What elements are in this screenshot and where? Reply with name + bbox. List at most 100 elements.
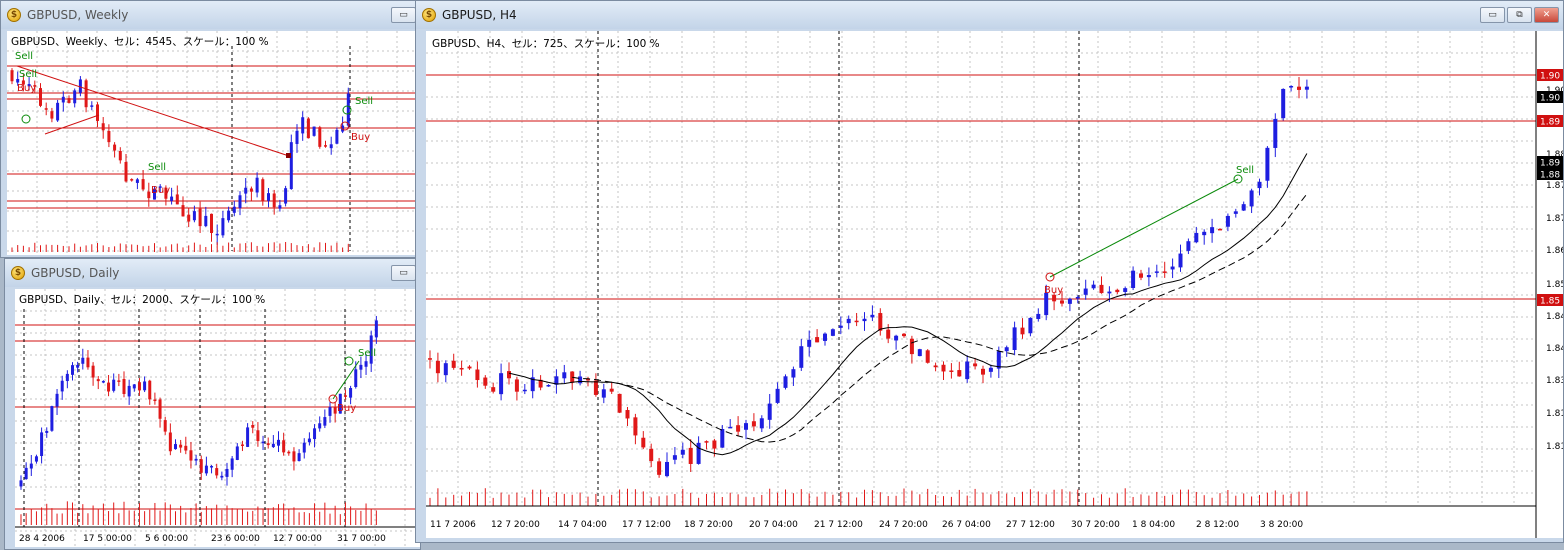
weekly-candle — [101, 123, 105, 131]
weekly-candle — [141, 179, 145, 190]
h4-candle — [1170, 266, 1175, 270]
h4-candle — [1091, 284, 1096, 289]
daily-candle — [60, 380, 64, 392]
h4-candle — [475, 369, 480, 381]
h4-candle — [578, 376, 583, 384]
daily-candle — [143, 381, 147, 391]
weekly-candle — [153, 188, 156, 200]
h4-y-tick-label: 1.84 — [1546, 344, 1563, 354]
h4-chart-svg: GBPUSD、H4、セル：725、スケール：100 % Buy Sell 11 7 2… — [426, 31, 1563, 538]
weekly-candle — [295, 130, 299, 144]
weekly-candle — [227, 210, 231, 221]
daily-candle — [240, 444, 244, 446]
h4-candle — [1249, 190, 1254, 207]
daily-candle — [307, 438, 311, 443]
h4-candle — [1028, 317, 1033, 334]
h4-candle — [1273, 118, 1278, 148]
weekly-signal-label: Sell — [15, 51, 33, 62]
daily-candle — [71, 365, 74, 375]
daily-chart-window[interactable]: $ GBPUSD, Daily ▭ GBPUSD、Daily、セル：2000、ス… — [4, 258, 421, 550]
daily-x-tick-label: 31 7 00:00 — [337, 534, 386, 544]
weekly-candle — [267, 193, 270, 201]
weekly-candle — [261, 179, 265, 202]
h4-candle — [1257, 181, 1262, 189]
h4-candle — [1036, 313, 1041, 320]
weekly-candle — [210, 213, 213, 233]
h4-x-tick-label: 21 7 12:00 — [814, 520, 863, 530]
daily-title-bar[interactable]: $ GBPUSD, Daily ▭ — [5, 259, 420, 287]
h4-candle — [1241, 204, 1246, 211]
h4-candle — [1139, 273, 1143, 278]
daily-candle — [40, 432, 44, 456]
h4-candle — [593, 380, 598, 395]
h4-candle — [530, 377, 535, 392]
h4-restore-button[interactable]: ⧉ — [1507, 7, 1532, 23]
h4-candle — [1225, 215, 1230, 227]
weekly-candle — [130, 179, 134, 181]
h4-close-button[interactable]: ✕ — [1534, 7, 1559, 23]
daily-candle — [251, 425, 255, 428]
daily-candle — [313, 428, 317, 440]
weekly-signal-label: Sell — [355, 96, 373, 107]
h4-candle — [1067, 298, 1072, 304]
h4-y-tick-label: 1.88 — [1546, 150, 1563, 160]
daily-candle — [179, 444, 183, 448]
h4-chart-window[interactable]: $ GBPUSD, H4 ▭ ⧉ ✕ GBPUSD、H4、セル：725、スケール… — [415, 0, 1564, 543]
daily-candle — [132, 384, 136, 389]
weekly-signal-label: Sell — [148, 162, 166, 173]
h4-candle — [712, 440, 717, 449]
h4-signal-marker — [1233, 174, 1243, 184]
weekly-candle — [198, 208, 202, 227]
h4-candle — [807, 339, 812, 347]
h4-candle — [1004, 347, 1009, 352]
h4-price-box-label: 1.88 — [1540, 171, 1560, 181]
daily-chart-canvas[interactable]: GBPUSD、Daily、セル：2000、スケール：100 % Sell Buy 28… — [15, 289, 420, 547]
weekly-chart-window[interactable]: $ GBPUSD, Weekly ▭ GBPUSD、Weekly、セル：4545… — [0, 0, 421, 258]
h4-candle — [728, 426, 733, 429]
weekly-title-bar[interactable]: $ GBPUSD, Weekly ▭ — [1, 1, 420, 29]
daily-maximize-button[interactable]: ▭ — [391, 265, 416, 281]
h4-minimize-button[interactable]: ▭ — [1480, 7, 1505, 23]
h4-candle — [1218, 228, 1222, 231]
weekly-candle — [289, 142, 293, 190]
weekly-candle — [67, 98, 71, 103]
h4-candle — [744, 423, 748, 430]
h4-price-box — [1537, 294, 1563, 306]
daily-candle — [333, 406, 337, 414]
weekly-candle — [113, 144, 117, 151]
h4-candle — [1194, 232, 1199, 243]
h4-title-bar[interactable]: $ GBPUSD, H4 ▭ ⧉ ✕ — [416, 1, 1563, 29]
daily-candle — [50, 406, 54, 431]
h4-candle — [1131, 270, 1136, 288]
h4-y-tick-label: 1.85 — [1546, 280, 1563, 290]
h4-x-tick-label: 17 7 12:00 — [622, 520, 671, 530]
weekly-maximize-button[interactable]: ▭ — [391, 7, 416, 23]
h4-candle — [1123, 288, 1128, 292]
h4-candle — [1107, 291, 1112, 294]
h4-candle — [696, 442, 701, 464]
weekly-chart-svg: GBPUSD、Weekly、セル：4545、スケール：100 % Sell Sell… — [7, 31, 416, 255]
weekly-chart-canvas[interactable]: GBPUSD、Weekly、セル：4545、スケール：100 % Sell Sell… — [7, 31, 416, 255]
h4-candle — [862, 318, 867, 322]
h4-price-box-label: 1.90 — [1540, 94, 1560, 104]
weekly-trend-end-marker — [286, 153, 291, 158]
h4-signal-label: Buy — [1044, 285, 1063, 296]
daily-candle — [76, 364, 80, 368]
h4-candle — [538, 379, 543, 388]
weekly-candle — [56, 102, 60, 121]
h4-candle — [491, 387, 496, 392]
weekly-window-title: GBPUSD, Weekly — [27, 8, 129, 22]
h4-candle — [909, 338, 914, 355]
weekly-candle — [27, 84, 31, 87]
daily-candle — [112, 379, 116, 391]
h4-chart-canvas[interactable]: GBPUSD、H4、セル：725、スケール：100 % Buy Sell 11 7 2… — [426, 31, 1563, 538]
weekly-signal-label: Buy — [351, 132, 370, 143]
weekly-candle — [33, 85, 37, 87]
h4-candle — [1233, 211, 1238, 214]
h4-x-tick-label: 14 7 04:00 — [558, 520, 607, 530]
daily-candle — [256, 430, 260, 442]
h4-moving-average-fast — [508, 153, 1308, 456]
h4-trend-line — [1049, 178, 1239, 278]
h4-candle — [601, 389, 606, 398]
h4-candle — [586, 378, 590, 381]
